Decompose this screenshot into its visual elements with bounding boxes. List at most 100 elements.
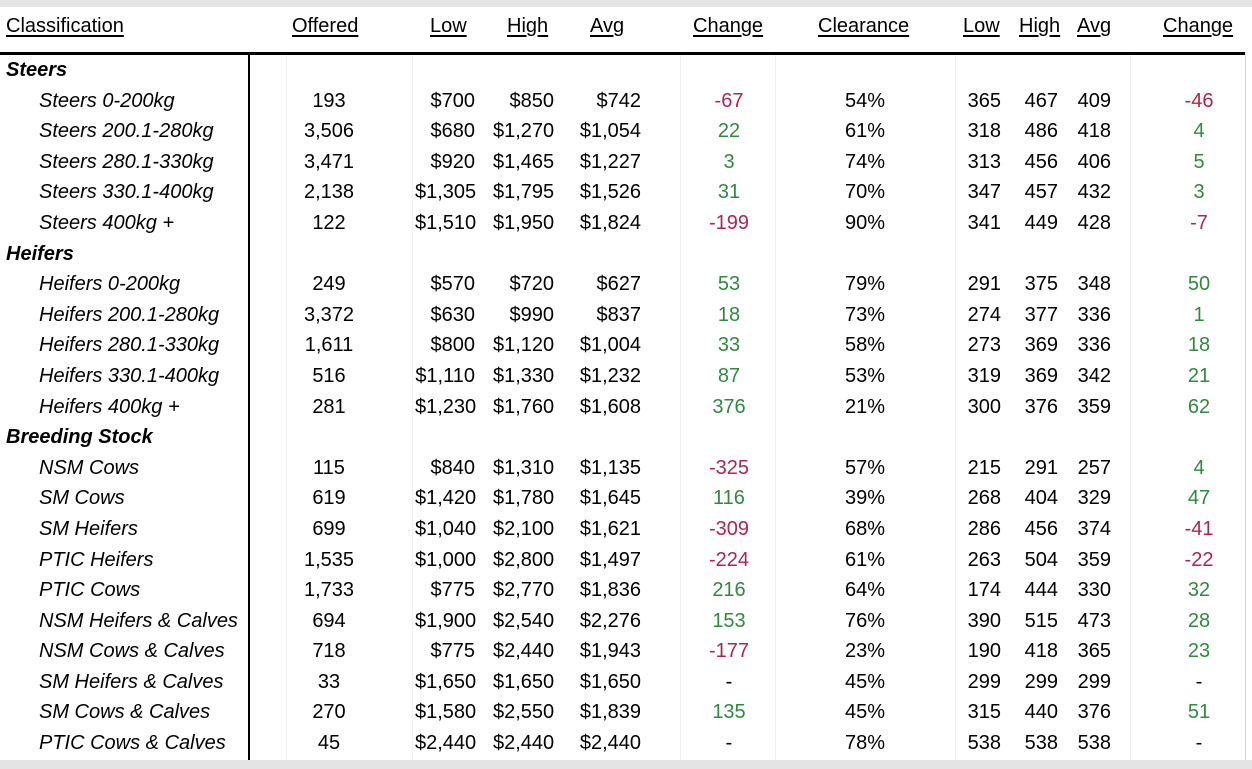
offered-cell[interactable]: 699 [312, 517, 346, 540]
classification-cell[interactable]: Steers 200.1-280kg [39, 120, 214, 143]
offered-cell[interactable]: 1,733 [303, 579, 355, 602]
avg-ckg-cell[interactable]: 342 [1077, 364, 1111, 387]
header-classification[interactable]: Classification [6, 15, 124, 37]
change-cell[interactable]: - [725, 732, 733, 755]
low-ckg-cell[interactable]: 538 [967, 732, 1001, 755]
high-price-cell[interactable]: $1,650 [493, 670, 555, 693]
high-price-cell[interactable]: $2,440 [493, 732, 555, 755]
low-ckg-cell[interactable]: 347 [967, 181, 1001, 204]
avg-price-cell[interactable]: $1,004 [579, 334, 641, 357]
classification-cell[interactable]: NSM Cows [39, 456, 140, 479]
offered-cell[interactable]: 281 [312, 395, 346, 418]
classification-cell[interactable]: PTIC Heifers [39, 548, 154, 571]
low-price-cell[interactable]: $680 [430, 120, 476, 143]
avg-price-cell[interactable]: $1,943 [579, 640, 641, 663]
low-ckg-cell[interactable]: 319 [967, 364, 1001, 387]
low-price-cell[interactable]: $1,420 [415, 487, 477, 510]
low-price-cell[interactable]: $1,040 [415, 517, 477, 540]
clearance-cell[interactable]: 61% [844, 120, 886, 143]
low-price-cell[interactable]: $775 [430, 579, 476, 602]
section-label[interactable]: Steers [6, 59, 68, 81]
offered-cell[interactable]: 115 [313, 456, 345, 479]
clearance-cell[interactable]: 64% [844, 579, 886, 602]
change-ckg-cell[interactable]: 32 [1187, 579, 1211, 602]
avg-ckg-cell[interactable]: 330 [1077, 579, 1111, 602]
change-ckg-cell[interactable]: 23 [1187, 640, 1211, 663]
avg-ckg-cell[interactable]: 336 [1077, 334, 1111, 357]
low-price-cell[interactable]: $1,650 [415, 670, 477, 693]
high-ckg-cell[interactable]: 486 [1024, 120, 1058, 143]
low-ckg-cell[interactable]: 291 [967, 273, 1001, 296]
high-price-cell[interactable]: $2,770 [493, 579, 555, 602]
offered-cell[interactable]: 249 [312, 273, 346, 296]
low-ckg-cell[interactable]: 190 [967, 640, 1001, 663]
low-ckg-cell[interactable]: 174 [967, 579, 1001, 602]
avg-ckg-cell[interactable]: 432 [1077, 181, 1111, 204]
high-price-cell[interactable]: $1,120 [493, 334, 555, 357]
high-ckg-cell[interactable]: 456 [1024, 517, 1058, 540]
avg-ckg-cell[interactable]: 257 [1077, 456, 1111, 479]
change-ckg-cell[interactable]: 21 [1187, 364, 1211, 387]
avg-ckg-cell[interactable]: 473 [1077, 609, 1111, 632]
change-cell[interactable]: -309 [708, 517, 750, 540]
change-ckg-cell[interactable]: -46 [1184, 89, 1214, 112]
high-price-cell[interactable]: $2,800 [493, 548, 555, 571]
avg-ckg-cell[interactable]: 374 [1077, 517, 1111, 540]
classification-cell[interactable]: NSM Heifers & Calves [39, 609, 238, 632]
clearance-cell[interactable]: 79% [844, 273, 886, 296]
offered-cell[interactable]: 33 [317, 670, 341, 693]
change-cell[interactable]: 153 [712, 609, 746, 632]
offered-cell[interactable]: 45 [317, 732, 341, 755]
change-ckg-cell[interactable]: - [1195, 670, 1203, 693]
avg-ckg-cell[interactable]: 376 [1077, 701, 1111, 724]
low-price-cell[interactable]: $775 [430, 640, 476, 663]
offered-cell[interactable]: 1,535 [303, 548, 355, 571]
avg-price-cell[interactable]: $1,645 [579, 487, 641, 510]
avg-price-cell[interactable]: $1,497 [579, 548, 641, 571]
header-change-ckg[interactable]: Change [1163, 15, 1234, 37]
change-ckg-cell[interactable]: 4 [1193, 120, 1205, 143]
change-cell[interactable]: 31 [717, 181, 741, 204]
avg-price-cell[interactable]: $1,836 [579, 579, 641, 602]
low-price-cell[interactable]: $1,580 [415, 701, 477, 724]
high-price-cell[interactable]: $1,270 [493, 120, 555, 143]
change-cell[interactable]: 216 [712, 579, 746, 602]
high-ckg-cell[interactable]: 369 [1024, 334, 1058, 357]
high-price-cell[interactable]: $1,310 [493, 456, 555, 479]
low-ckg-cell[interactable]: 299 [967, 670, 1001, 693]
offered-cell[interactable]: 718 [312, 640, 346, 663]
avg-ckg-cell[interactable]: 406 [1077, 150, 1111, 173]
low-price-cell[interactable]: $1,305 [415, 181, 477, 204]
low-ckg-cell[interactable]: 341 [967, 211, 1001, 234]
low-price-cell[interactable]: $2,440 [415, 732, 477, 755]
low-price-cell[interactable]: $1,000 [415, 548, 477, 571]
header-clearance[interactable]: Clearance [818, 15, 910, 37]
clearance-cell[interactable]: 57% [844, 456, 886, 479]
change-ckg-cell[interactable]: 5 [1193, 150, 1205, 173]
offered-cell[interactable]: 619 [312, 487, 346, 510]
classification-cell[interactable]: Heifers 330.1-400kg [39, 364, 220, 387]
clearance-cell[interactable]: 73% [844, 303, 886, 326]
avg-ckg-cell[interactable]: 299 [1077, 670, 1111, 693]
clearance-cell[interactable]: 68% [844, 517, 886, 540]
clearance-cell[interactable]: 70% [844, 181, 886, 204]
change-cell[interactable]: 53 [717, 273, 741, 296]
change-cell[interactable]: -199 [708, 211, 750, 234]
avg-ckg-cell[interactable]: 409 [1077, 89, 1111, 112]
high-price-cell[interactable]: $2,440 [493, 640, 555, 663]
high-price-cell[interactable]: $1,780 [493, 487, 555, 510]
low-ckg-cell[interactable]: 286 [967, 517, 1001, 540]
classification-cell[interactable]: SM Cows [39, 487, 125, 510]
header-low[interactable]: Low [430, 15, 467, 37]
classification-cell[interactable]: SM Heifers & Calves [39, 670, 224, 693]
change-cell[interactable]: -224 [708, 548, 750, 571]
low-price-cell[interactable]: $630 [430, 303, 476, 326]
avg-ckg-cell[interactable]: 418 [1077, 120, 1111, 143]
avg-price-cell[interactable]: $1,650 [579, 670, 641, 693]
change-ckg-cell[interactable]: 62 [1187, 395, 1211, 418]
classification-cell[interactable]: Steers 0-200kg [39, 89, 175, 112]
clearance-cell[interactable]: 23% [844, 640, 886, 663]
avg-price-cell[interactable]: $1,526 [579, 181, 641, 204]
change-cell[interactable]: 376 [712, 395, 746, 418]
clearance-cell[interactable]: 78% [844, 732, 886, 755]
